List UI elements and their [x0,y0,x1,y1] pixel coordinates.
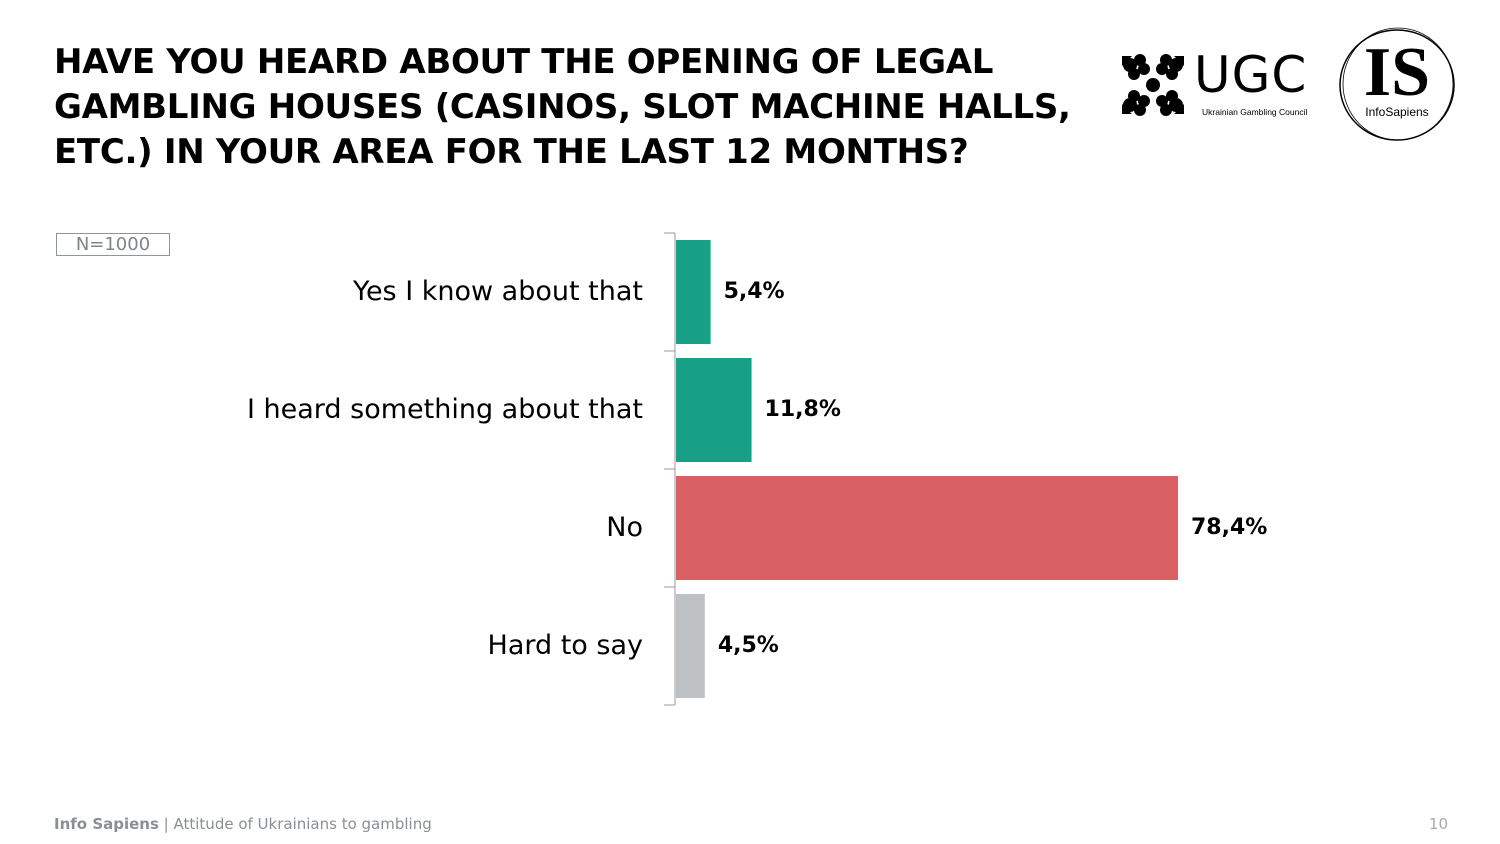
bar-4 [676,594,705,698]
category-label-4: Hard to say [487,630,643,661]
clover-icon [1122,54,1184,116]
bar-2 [676,358,752,462]
value-label-2: 11,8% [764,397,841,422]
infosapiens-logo: IS InfoSapiens [1337,27,1457,143]
chart-title: HAVE YOU HEARD ABOUT THE OPENING OF LEGA… [54,40,1114,175]
circle-emblem-icon [1339,27,1455,141]
infosapiens-logo-mark: IS [1363,34,1431,111]
bar-1 [676,240,711,344]
ugc-logo: UGC Ukrainian Gambling Council [1120,46,1320,122]
page-number: 10 [1428,815,1448,833]
category-label-1: Yes I know about that [353,276,643,307]
footer-separator: | [158,815,174,833]
footer-subtitle: Attitude of Ukrainians to gambling [173,815,432,833]
value-label-4: 4,5% [717,633,779,658]
value-label-1: 5,4% [723,279,785,304]
ugc-logo-subtitle: Ukrainian Gambling Council [1202,107,1308,117]
footer: Info Sapiens | Attitude of Ukrainians to… [54,815,432,833]
sample-size-badge: N=1000 [56,233,170,256]
value-label-3: 78,4% [1191,515,1268,540]
category-label-3: No [606,512,643,543]
bar-3 [676,476,1178,580]
footer-brand: Info Sapiens [54,815,159,833]
category-label-2: I heard something about that [246,394,643,425]
infosapiens-logo-subtitle: InfoSapiens [1365,105,1429,119]
ugc-logo-text: UGC [1194,46,1308,104]
title-line-3: ETC.) IN YOUR AREA FOR THE LAST 12 MONTH… [54,132,969,172]
title-line-2: GAMBLING HOUSES (CASINOS, SLOT MACHINE H… [54,87,1071,127]
title-line-1: HAVE YOU HEARD ABOUT THE OPENING OF LEGA… [54,42,994,82]
